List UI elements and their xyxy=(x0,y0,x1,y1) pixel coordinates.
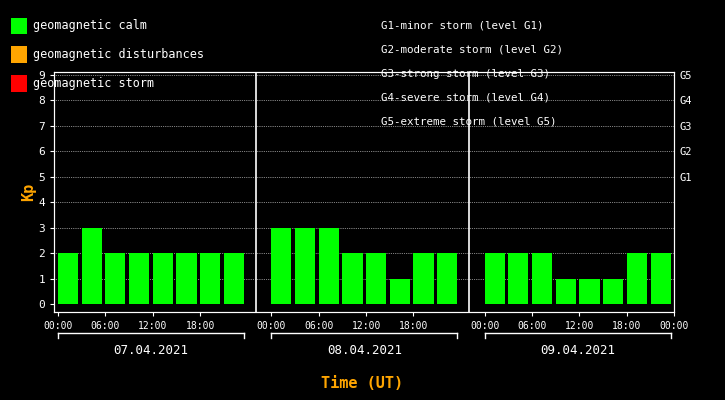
Bar xyxy=(556,279,576,304)
Bar xyxy=(603,279,624,304)
Bar xyxy=(200,253,220,304)
Bar xyxy=(508,253,529,304)
Bar xyxy=(437,253,457,304)
Text: geomagnetic disturbances: geomagnetic disturbances xyxy=(33,48,204,61)
Bar xyxy=(82,228,102,304)
Text: G1-minor storm (level G1): G1-minor storm (level G1) xyxy=(381,21,543,31)
Text: 08.04.2021: 08.04.2021 xyxy=(327,344,402,356)
Bar xyxy=(650,253,671,304)
Bar xyxy=(627,253,647,304)
Text: G2-moderate storm (level G2): G2-moderate storm (level G2) xyxy=(381,45,563,55)
Bar xyxy=(342,253,362,304)
Text: G5-extreme storm (level G5): G5-extreme storm (level G5) xyxy=(381,117,556,127)
Text: Time (UT): Time (UT) xyxy=(321,376,404,392)
Text: G3-strong storm (level G3): G3-strong storm (level G3) xyxy=(381,69,550,79)
Text: geomagnetic storm: geomagnetic storm xyxy=(33,77,154,90)
Bar xyxy=(532,253,552,304)
Bar xyxy=(390,279,410,304)
Bar xyxy=(176,253,196,304)
Bar xyxy=(295,228,315,304)
Bar xyxy=(153,253,173,304)
Text: 09.04.2021: 09.04.2021 xyxy=(540,344,615,356)
Bar xyxy=(413,253,434,304)
Bar xyxy=(579,279,600,304)
Y-axis label: Kp: Kp xyxy=(21,183,36,201)
Bar xyxy=(105,253,125,304)
Bar xyxy=(129,253,149,304)
Bar xyxy=(319,228,339,304)
Text: 07.04.2021: 07.04.2021 xyxy=(114,344,188,356)
Bar xyxy=(224,253,244,304)
Bar xyxy=(366,253,386,304)
Bar xyxy=(271,228,291,304)
Text: geomagnetic calm: geomagnetic calm xyxy=(33,20,146,32)
Text: G4-severe storm (level G4): G4-severe storm (level G4) xyxy=(381,93,550,103)
Bar xyxy=(58,253,78,304)
Bar xyxy=(484,253,505,304)
